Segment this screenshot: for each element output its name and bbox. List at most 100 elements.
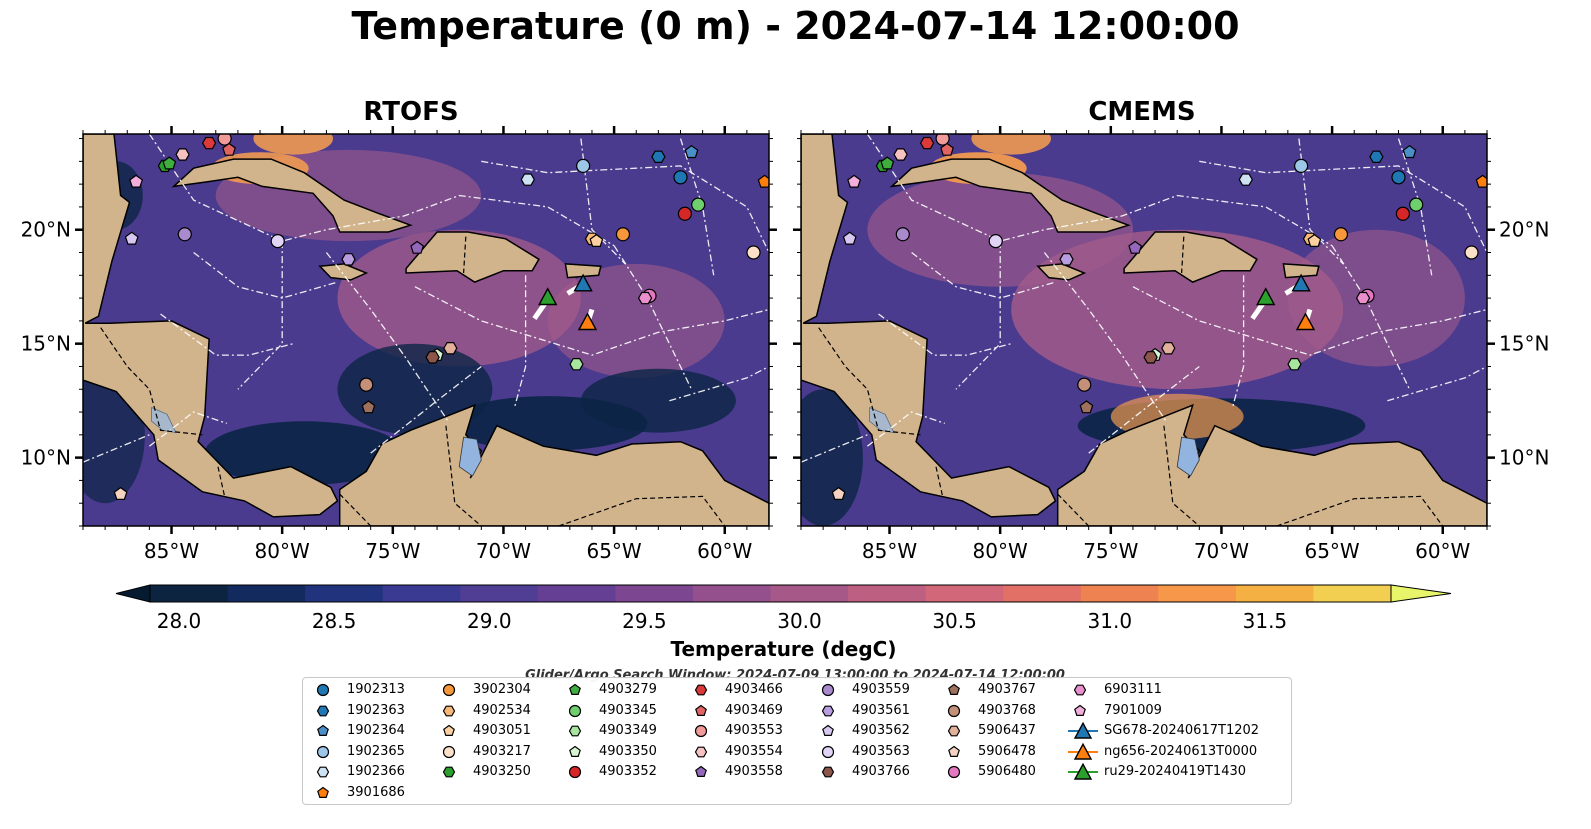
colorbar-extend-low [115,584,151,603]
legend-label: 1902365 [347,743,405,759]
panel-title-rtofs: RTOFS [363,97,459,127]
lat-tick-label: 10°N [1499,446,1549,470]
eez-boundary [160,313,294,356]
legend-marker [821,705,835,716]
legend-label: 4903345 [599,702,657,718]
land-hispaniola [405,231,540,283]
figure-title: Temperature (0 m) - 2024-07-14 12:00:00 [351,4,1240,48]
country-border [1181,236,1185,274]
argo-float-4903559 [895,227,910,242]
land-puerto-rico [1282,263,1320,279]
argo-float-4903554 [175,148,190,161]
legend-marker [569,745,581,757]
legend-label: 1902313 [347,682,405,697]
argo-float-7901009 [129,174,144,188]
argo-float-4903469 [222,142,236,156]
legend-float-marker [694,746,708,757]
lon-tick-label: 70°W [1194,539,1249,563]
legend-label: 4903352 [599,764,657,779]
argo-float-6903111 [637,291,653,305]
colorbar-bin [1080,585,1159,602]
argo-float-4903279 [880,156,895,170]
argo-float-4903559 [177,227,192,242]
legend-float-marker [821,705,835,716]
legend-float-marker [947,725,961,737]
legend-float-marker [568,704,582,717]
legend-label: 4903466 [725,682,783,697]
legend-label: 4903051 [473,723,531,738]
glider-SG678-20240617T1202 [1291,273,1311,292]
legend-float-marker [694,684,708,696]
legend-label: 4903562 [852,723,910,738]
glider-ru29-20240419T1430 [1256,287,1276,306]
argo-float-1902365 [576,158,591,174]
legend-marker [568,765,582,779]
argo-float-3901686 [757,174,769,188]
legend-marker [948,683,960,695]
legend-glider-marker [1073,742,1093,760]
legend-marker [694,746,708,757]
argo-float-4903352 [677,206,693,221]
argo-float-1902366 [1238,173,1253,186]
legend-float-marker [442,683,456,697]
argo-float-4903345 [1409,197,1424,212]
lat-tick-label: 15°N [21,332,71,356]
legend-marker [1068,762,1098,780]
colorbar-frame [149,584,1392,603]
legend-glider-marker [1073,721,1093,739]
legend-label: 4903250 [473,764,531,779]
legend-marker [569,683,581,695]
argo-float-4903768 [359,377,374,392]
argo-float-4903766 [425,351,440,364]
legend-float-marker [821,745,835,758]
glider-ng656-20240613T0000 [1295,312,1316,331]
eez-boundary [911,251,1056,299]
legend-float-marker [442,766,456,778]
legend-float-marker [695,704,707,716]
legend-marker [316,745,330,758]
colorbar-tick-label: 30.0 [777,609,822,633]
colorbar-tick-label: 31.0 [1088,609,1133,633]
legend-float-marker [316,745,330,758]
eez-boundary [955,241,1001,390]
legend-float-marker [947,704,961,717]
argo-float-4903279 [162,156,177,170]
lon-tick-label: 65°W [1304,539,1359,563]
land-florida [958,134,984,135]
legend-float-marker [568,765,582,779]
argo-float-4903767 [1079,400,1094,414]
legend-marker [947,704,961,717]
lon-tick-label: 75°W [1083,539,1138,563]
lon-tick-label: 80°W [973,539,1028,563]
legend-marker [1074,704,1086,716]
legend-label: 1902364 [347,723,405,738]
legend-marker [442,683,456,697]
legend-label: 4903558 [725,764,783,779]
colorbar-bin [305,585,384,602]
eez-boundary [669,365,769,402]
argo-float-4903561 [1059,253,1074,266]
land-jamaica [1036,263,1087,281]
argo-float-1902364 [1402,144,1417,159]
land-hispaniola [1123,231,1258,283]
argo-float-4903562 [124,231,139,245]
legend-marker [821,683,835,697]
colorbar-tick-label: 30.5 [932,609,977,633]
argo-float-4903766 [1143,351,1158,364]
eez-boundary [237,241,283,390]
legend-marker [317,724,329,736]
colorbar-label: Temperature (degC) [671,637,897,661]
legend-float-marker [569,683,581,695]
eez-boundary [1043,252,1167,422]
lon-tick-label: 70°W [476,539,531,563]
legend-float-marker [1073,684,1087,696]
eez-boundary [1088,365,1200,454]
legend-float-marker [316,766,330,778]
land-cuba [171,158,413,233]
argo-float-1902363 [651,150,666,163]
argo-float-4903352 [1395,206,1411,221]
argo-float-4903558 [1128,240,1143,254]
axes-rtofs: 85°W 80°W 75°W 70°W 65°W 60°W 10°N 15°N 20°N [21,126,777,563]
land-central-america [83,134,339,518]
